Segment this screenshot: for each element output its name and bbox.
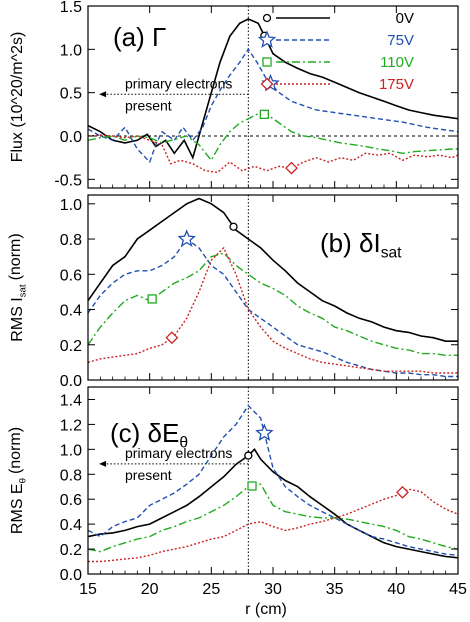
- y-tick-label: -0.5: [54, 172, 82, 189]
- x-tick-label: 35: [326, 581, 344, 598]
- x-tick-label: 30: [264, 581, 282, 598]
- series-line-0V: [88, 197, 458, 342]
- x-tick-label: 40: [387, 581, 405, 598]
- legend-marker-110V: [262, 57, 272, 67]
- y-tick-label: 0.5: [60, 86, 82, 103]
- x-tick-label: 20: [141, 581, 159, 598]
- y-tick-label: 1.0: [60, 42, 82, 59]
- y-tick-label: 0.2: [60, 338, 82, 355]
- legend-label: 110V: [380, 54, 414, 71]
- y-tick-label: 1.4: [60, 392, 82, 409]
- series-line-110V: [88, 483, 458, 553]
- series-marker-0V: [244, 451, 253, 460]
- y-axis-label: Flux (10^20/m^2s): [9, 32, 26, 163]
- x-tick-label: 25: [202, 581, 220, 598]
- series-line-110V: [88, 252, 458, 356]
- panel-label: (c) δEθ: [110, 418, 188, 451]
- legend-marker-75V: [257, 30, 277, 48]
- series-line-0V: [88, 448, 458, 559]
- plot-frame: [87, 194, 459, 381]
- y-tick-label: 1.5: [60, 0, 82, 16]
- series-marker-75V: [255, 423, 274, 441]
- legend-label: 175V: [379, 76, 414, 93]
- legend-marker-0V: [262, 13, 272, 23]
- series-line-0V: [88, 18, 458, 160]
- y-tick-label: 1.0: [60, 442, 82, 459]
- legend-label: 75V: [387, 32, 414, 49]
- series-marker-0V: [229, 222, 238, 231]
- panel-label: (a) Γ: [113, 22, 166, 52]
- y-tick-label: 0.8: [60, 467, 82, 484]
- series-line-175V: [88, 488, 458, 563]
- x-tick-label: 45: [449, 581, 467, 598]
- series-line-75V: [88, 404, 458, 556]
- y-tick-label: 0.6: [60, 267, 82, 284]
- y-axis-label: RMS Isat(norm): [7, 233, 29, 341]
- series-line-175V: [88, 246, 458, 374]
- panel-label: (b) δIsat: [320, 228, 402, 261]
- y-tick-label: 0.8: [60, 232, 82, 249]
- series-marker-175V: [396, 485, 409, 499]
- annotation-text: primary electrons present: [125, 445, 232, 483]
- panel-2: 0.0 0.2 0.4 0.6 0.8 1.0 RMS Isat(norm) (b) δIsa…: [7, 194, 459, 390]
- series-marker-110V: [259, 109, 270, 119]
- y-tick-label: 0.4: [60, 517, 82, 534]
- arrow-head-icon: [99, 460, 107, 467]
- y-tick-label: 0.2: [60, 542, 82, 559]
- legend-label: 0V: [396, 10, 414, 27]
- series-line-175V: [88, 134, 458, 174]
- series-marker-175V: [285, 161, 298, 175]
- legend-marker-175V: [260, 77, 274, 91]
- series-marker-110V: [147, 294, 157, 304]
- series-marker-175V: [165, 331, 179, 345]
- series-marker-75V: [177, 229, 196, 247]
- y-tick-label: 0.0: [60, 373, 82, 390]
- y-tick-label: 0.4: [60, 303, 82, 320]
- y-axis-label: RMS Eθ(norm): [7, 427, 29, 534]
- panel-1: -0.5 0.0 0.5 1.0 1.5 Flux (10^20/m^2s) (a) Γ pr…: [9, 0, 459, 189]
- y-tick-label: 0.0: [60, 129, 82, 146]
- arrow-head-icon: [99, 91, 107, 98]
- y-tick-label: 0.0: [60, 567, 82, 584]
- y-tick-label: 0.6: [60, 492, 82, 509]
- y-tick-label: 1.2: [60, 417, 82, 434]
- series-marker-110V: [247, 481, 257, 491]
- x-tick-label: 15: [79, 581, 97, 598]
- panel-3: 15 20 25 30 35 40 45 0.0 0.2 0.4 0.6 0.8 1.0 1.2 1.4 RM…: [7, 386, 467, 598]
- legend: 0V 75V 110V 175V: [257, 10, 414, 93]
- y-tick-label: 1.0: [60, 197, 82, 214]
- annotation-text: primary electrons present: [125, 75, 232, 113]
- x-axis-label: r (cm): [245, 601, 287, 618]
- series-line-75V: [88, 48, 458, 164]
